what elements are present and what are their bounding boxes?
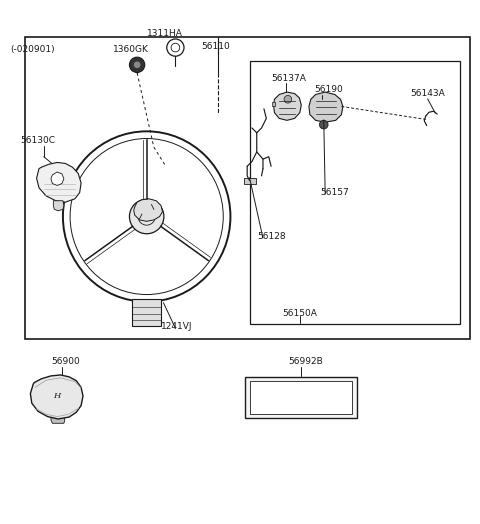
Polygon shape	[51, 417, 65, 423]
Circle shape	[130, 57, 145, 72]
Circle shape	[320, 121, 328, 129]
Circle shape	[134, 61, 141, 68]
Polygon shape	[36, 162, 81, 202]
Text: H: H	[54, 392, 61, 400]
Ellipse shape	[130, 199, 164, 234]
Text: 56143A: 56143A	[410, 89, 444, 98]
Text: 56190: 56190	[314, 85, 343, 94]
Text: 1311HA: 1311HA	[147, 29, 182, 38]
Text: 56110: 56110	[202, 42, 230, 51]
Text: 56137A: 56137A	[271, 73, 306, 82]
Polygon shape	[134, 199, 162, 221]
Bar	[245, 377, 357, 418]
Text: 1360GK: 1360GK	[113, 45, 149, 54]
Bar	[244, 178, 256, 184]
Bar	[272, 102, 276, 106]
Text: 56900: 56900	[51, 357, 80, 366]
Circle shape	[284, 95, 292, 103]
Polygon shape	[51, 172, 64, 185]
Bar	[250, 61, 460, 324]
Polygon shape	[30, 375, 83, 419]
Text: 56157: 56157	[321, 189, 349, 198]
Bar	[132, 299, 161, 325]
Text: 56128: 56128	[258, 233, 287, 242]
Bar	[24, 37, 470, 339]
Text: 56150A: 56150A	[282, 310, 317, 319]
Text: 56992B: 56992B	[288, 357, 323, 366]
Text: (-020901): (-020901)	[10, 45, 55, 54]
Polygon shape	[53, 201, 64, 211]
Text: 1241VJ: 1241VJ	[161, 322, 192, 331]
Text: 56130C: 56130C	[20, 136, 55, 145]
Polygon shape	[274, 92, 301, 121]
Polygon shape	[309, 92, 343, 122]
Ellipse shape	[43, 386, 72, 406]
Bar	[250, 381, 352, 414]
